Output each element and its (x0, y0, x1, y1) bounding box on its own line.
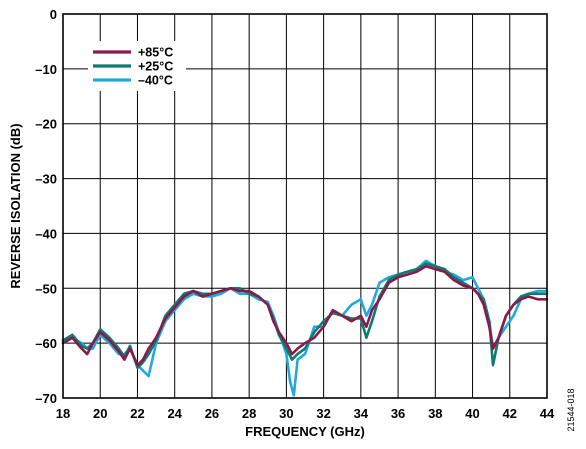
x-tick-label: 18 (56, 406, 70, 421)
y-tick-label: –50 (35, 281, 57, 296)
x-tick-label: 38 (428, 406, 442, 421)
x-tick-label: 32 (316, 406, 330, 421)
x-tick-label: 28 (242, 406, 256, 421)
plot-frame (62, 13, 548, 399)
x-tick-label: 22 (130, 406, 144, 421)
y-tick-label: –40 (35, 226, 57, 241)
x-axis-label: FREQUENCY (GHz) (245, 424, 365, 439)
y-tick-label: –20 (35, 117, 57, 132)
y-tick-label: –10 (35, 62, 57, 77)
x-tick-label: 30 (279, 406, 293, 421)
y-tick-label: –30 (35, 172, 57, 187)
legend-label: +85°C (138, 46, 173, 60)
x-tick-label: 40 (465, 406, 479, 421)
x-tick-label: 24 (167, 406, 182, 421)
y-tick-labels: 0 –10 –20 –30 –40 –50 –60 –70 (35, 7, 57, 406)
series-lines (61, 259, 549, 397)
series-line (61, 259, 549, 397)
x-tick-label: 42 (503, 406, 517, 421)
x-tick-label: 44 (540, 406, 555, 421)
y-tick-label: 0 (50, 7, 57, 22)
series-line (61, 265, 549, 367)
y-axis-label: REVERSE ISOLATION (dB) (8, 123, 23, 288)
x-tick-label: 26 (205, 406, 219, 421)
x-tick-labels: 18 20 22 24 26 28 30 32 34 36 38 40 42 44 (56, 406, 555, 421)
legend-label: –40°C (138, 74, 173, 88)
y-tick-label: –60 (35, 336, 57, 351)
figure-id: 21544-018 (566, 388, 576, 431)
legend: +85°C+25°C–40°C (88, 41, 186, 91)
y-tick-label: –70 (35, 391, 57, 406)
x-tick-label: 20 (93, 406, 107, 421)
legend-label: +25°C (138, 60, 173, 74)
x-tick-label: 36 (391, 406, 405, 421)
x-tick-label: 34 (354, 406, 369, 421)
